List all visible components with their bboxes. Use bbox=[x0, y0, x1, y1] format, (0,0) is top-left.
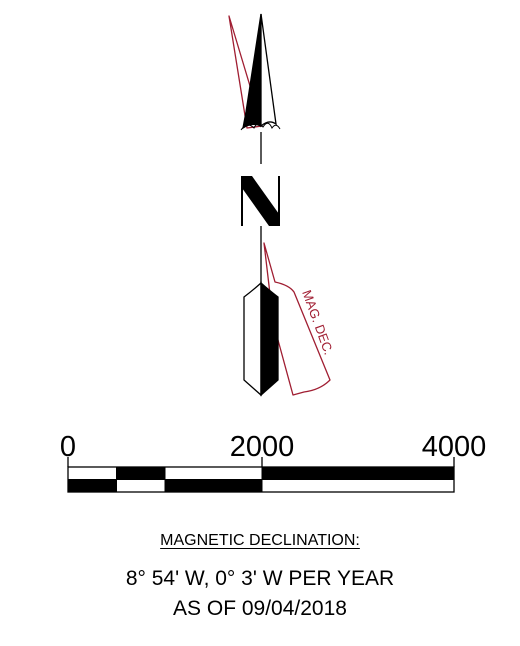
true-north-tail-outline bbox=[243, 281, 262, 397]
arrowhead-feather bbox=[240, 122, 281, 131]
declination-date: AS OF 09/04/2018 bbox=[173, 597, 347, 620]
true-north-arrow bbox=[240, 13, 281, 397]
scale-segment bbox=[116, 467, 165, 480]
declination-heading: MAGNETIC DECLINATION: bbox=[0, 532, 520, 550]
magnetic-declination-label: MAG. DEC. bbox=[299, 288, 336, 357]
north-letter bbox=[241, 176, 280, 226]
true-north-arrowhead-outline bbox=[260, 13, 277, 128]
scale-segment bbox=[68, 479, 117, 492]
declination-heading-text: MAGNETIC DECLINATION: bbox=[160, 532, 360, 549]
magnetic-tail bbox=[263, 242, 331, 396]
scale-segment bbox=[262, 467, 454, 480]
north-letter-text: N bbox=[0, 0, 1, 1]
true-north-tail-filled bbox=[260, 281, 279, 397]
declination-value: 8° 54' W, 0° 3' W PER YEAR bbox=[125, 567, 395, 590]
scale-bar: 0 2000 4000 bbox=[60, 431, 486, 493]
scale-segment bbox=[165, 479, 262, 492]
scale-tick-label-0: 0 bbox=[60, 431, 76, 463]
